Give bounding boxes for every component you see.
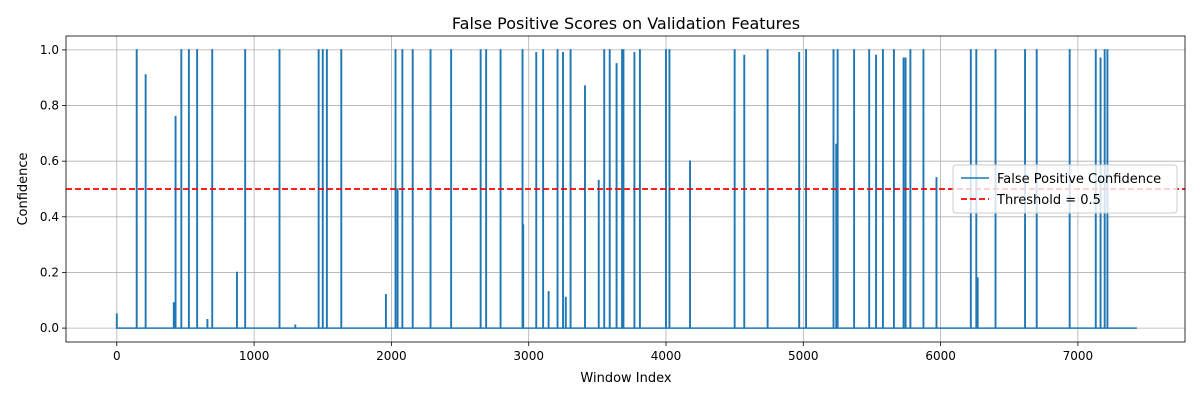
plot-frame — [65, 35, 1186, 343]
confidence-line — [115, 49, 1137, 329]
x-tick-label: 3000 — [513, 349, 544, 363]
x-tick-label: 2000 — [376, 349, 407, 363]
legend-frame — [952, 164, 1178, 214]
x-tick-label: 5000 — [788, 349, 819, 363]
x-axis-label: Window Index — [580, 371, 671, 386]
y-tick-label: 0.8 — [40, 99, 59, 113]
x-tick-label: 4000 — [651, 349, 682, 363]
y-axis-label: Confidence — [16, 152, 31, 225]
y-tick-label: 0.0 — [40, 321, 59, 335]
x-tick-label: 6000 — [925, 349, 956, 363]
y-tick-label: 0.2 — [40, 265, 59, 279]
y-tick-label: 0.4 — [40, 210, 59, 224]
legend-label-threshold: Threshold = 0.5 — [996, 193, 1101, 208]
y-tick-label: 0.6 — [40, 154, 59, 168]
x-tick-label: 1000 — [239, 349, 270, 363]
chart-title: False Positive Scores on Validation Feat… — [452, 14, 800, 33]
legend: False Positive Confidence Threshold = 0.… — [952, 164, 1178, 214]
axes: 0 1000 2000 3000 4000 5000 6000 7000 0.0 0.2 0.4 0.… — [40, 35, 1186, 363]
y-tick-label: 1.0 — [40, 43, 59, 57]
x-tick-label: 7000 — [1063, 349, 1094, 363]
legend-label-confidence: False Positive Confidence — [997, 172, 1161, 187]
x-tick-label: 0 — [113, 349, 121, 363]
